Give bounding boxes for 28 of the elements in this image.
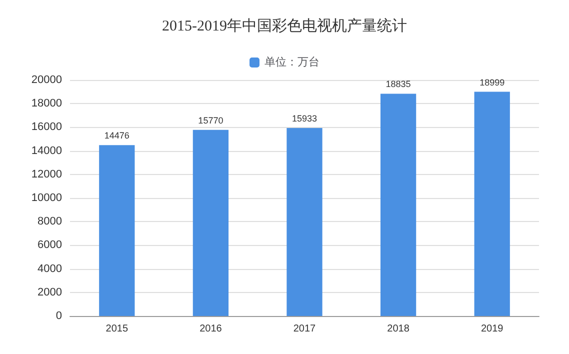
y-tick-label: 10000 <box>31 192 62 204</box>
y-tick-label: 4000 <box>38 262 62 275</box>
y-tick-label: 20000 <box>31 74 62 86</box>
y-tick-label: 12000 <box>31 168 62 180</box>
y-tick-label: 0 <box>56 310 62 322</box>
legend-label: 单位：万台 <box>264 56 320 68</box>
bar <box>380 94 416 316</box>
y-tick-label: 8000 <box>38 216 62 228</box>
y-tick-label: 16000 <box>31 121 62 134</box>
bar <box>192 130 229 316</box>
bar <box>99 145 135 316</box>
data-label: 15933 <box>292 113 318 124</box>
y-tick-label: 6000 <box>38 239 62 252</box>
x-tick-label: 2017 <box>293 324 316 334</box>
data-label: 14476 <box>104 130 130 141</box>
data-label: 18835 <box>386 79 411 90</box>
chart-title: 2015-2019年中国彩色电视机产量统计 <box>162 18 407 34</box>
x-tick-label: 2015 <box>106 324 128 334</box>
y-tick-label: 18000 <box>31 98 62 110</box>
data-label: 15770 <box>198 115 224 126</box>
data-label: 18999 <box>480 77 505 88</box>
bar <box>286 128 322 316</box>
x-tick-label: 2018 <box>387 324 410 334</box>
x-tick-label: 2019 <box>480 324 504 334</box>
y-tick-label: 14000 <box>31 144 62 157</box>
x-tick-label: 2016 <box>200 324 222 334</box>
y-tick-label: 2000 <box>38 286 62 298</box>
bar <box>474 92 510 316</box>
